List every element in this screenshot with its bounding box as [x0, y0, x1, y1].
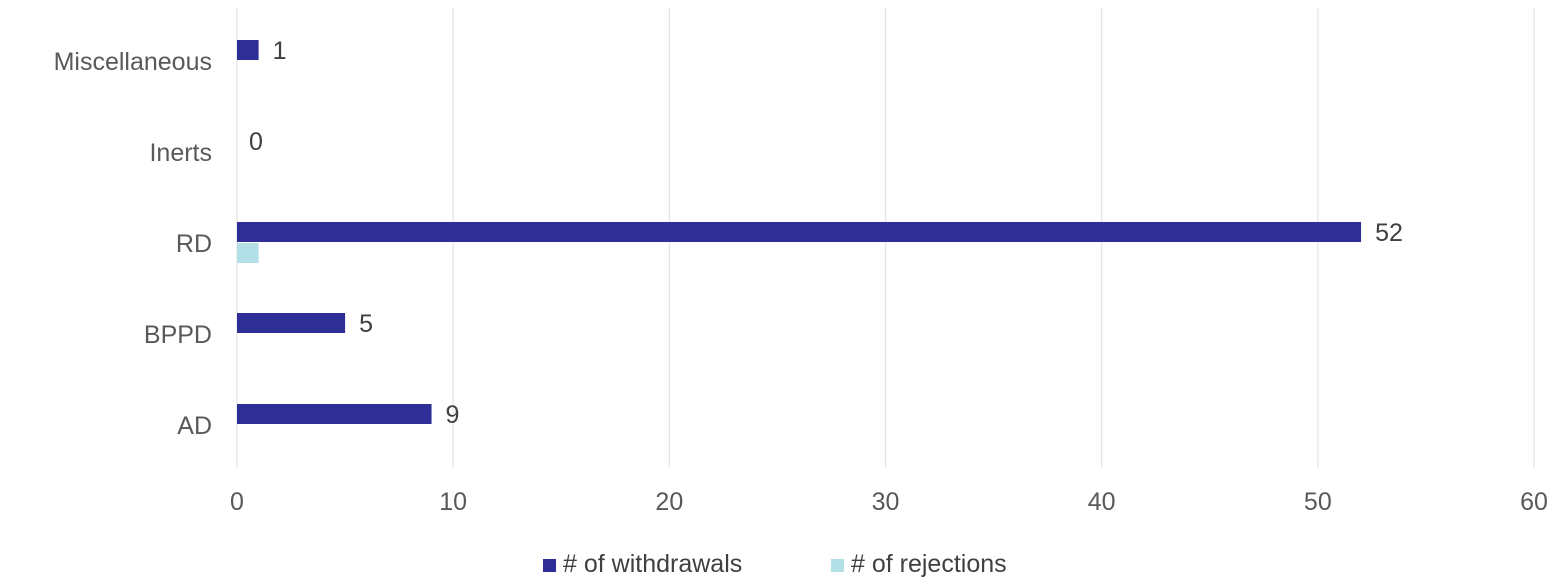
category-label-bppd: BPPD: [144, 321, 212, 349]
category-axis-labels: Miscellaneous Inerts RD BPPD AD: [54, 48, 212, 440]
legend-label-of-withdrawals: # of withdrawals: [563, 550, 742, 578]
x-tick-label-10: 10: [439, 488, 467, 516]
legend-swatch-of-withdrawals: [543, 559, 556, 572]
category-label-inerts: Inerts: [149, 139, 212, 167]
bars: [237, 40, 1362, 424]
bar-withdrawals-rd: [237, 222, 1362, 242]
legend: # of withdrawals # of rejections: [543, 550, 1007, 578]
value-axis-tick-labels: 0 10 20 30 40 50 60: [230, 488, 1548, 516]
x-tick-label-60: 60: [1520, 488, 1548, 516]
x-tick-label-0: 0: [230, 488, 244, 516]
x-tick-label-20: 20: [655, 488, 683, 516]
legend-swatch-of-rejections: [831, 559, 844, 572]
data-label-withdrawals-ad: 9: [446, 401, 460, 429]
category-label-miscellaneous: Miscellaneous: [54, 48, 212, 76]
data-label-withdrawals-inerts: 0: [249, 128, 263, 156]
x-tick-label-40: 40: [1088, 488, 1116, 516]
category-label-rd: RD: [176, 230, 212, 258]
data-label-withdrawals-miscellaneous: 1: [273, 37, 287, 65]
bar-withdrawals-ad: [237, 404, 432, 424]
data-label-withdrawals-rd: 52: [1375, 219, 1403, 247]
data-label-withdrawals-bppd: 5: [359, 310, 373, 338]
legend-label-of-rejections: # of rejections: [851, 550, 1007, 578]
bar-withdrawals-miscellaneous: [237, 40, 259, 60]
x-tick-label-50: 50: [1304, 488, 1332, 516]
bar-withdrawals-bppd: [237, 313, 346, 333]
category-label-ad: AD: [177, 412, 212, 440]
data-labels: 1 0 52 5 9: [249, 37, 1403, 429]
x-tick-label-30: 30: [872, 488, 900, 516]
bar-rejections-rd: [237, 243, 259, 263]
